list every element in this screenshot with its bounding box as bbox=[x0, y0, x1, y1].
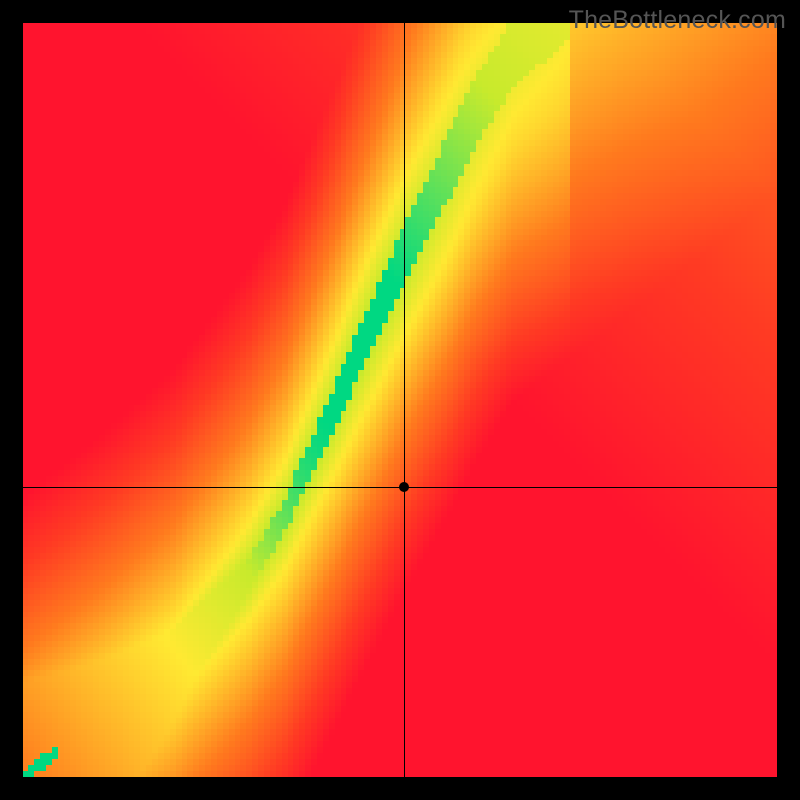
chart-container: TheBottleneck.com bbox=[0, 0, 800, 800]
heatmap-canvas bbox=[23, 23, 777, 777]
watermark-text: TheBottleneck.com bbox=[569, 6, 786, 35]
plot-area bbox=[23, 23, 777, 777]
crosshair-vertical bbox=[404, 23, 405, 777]
crosshair-marker bbox=[399, 482, 409, 492]
